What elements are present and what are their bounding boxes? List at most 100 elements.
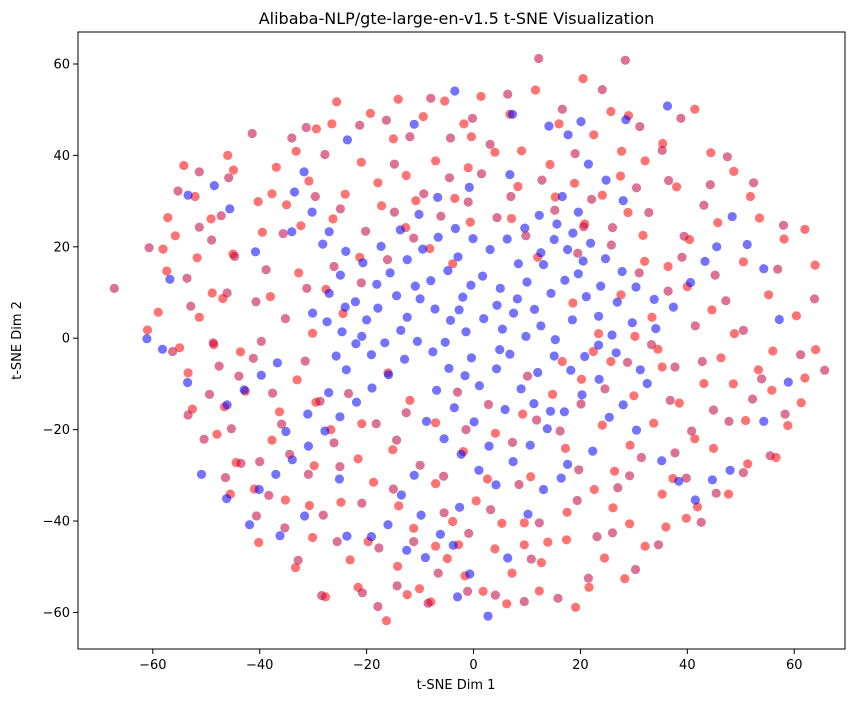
data-point (757, 374, 767, 384)
x-axis: −60 −40 −20 0 20 40 60 (139, 649, 802, 673)
data-point (299, 167, 309, 177)
data-point (491, 364, 502, 374)
data-point (264, 490, 274, 500)
data-point (658, 138, 668, 149)
data-point (478, 271, 488, 281)
data-point (506, 191, 516, 202)
data-point (592, 532, 602, 542)
data-point (707, 305, 717, 315)
data-point (620, 574, 630, 584)
data-point (783, 377, 793, 387)
data-point (681, 473, 691, 483)
data-point (545, 406, 556, 416)
data-point (453, 252, 463, 262)
data-point (340, 302, 350, 312)
data-point (433, 568, 443, 578)
data-point (615, 171, 626, 181)
data-point (292, 375, 302, 385)
data-point (525, 440, 535, 450)
data-point (747, 394, 758, 404)
data-point (557, 356, 567, 367)
data-point (492, 300, 502, 310)
y-tick-label: 0 (62, 332, 70, 347)
data-point (522, 277, 532, 287)
data-point (168, 346, 178, 357)
data-point (811, 345, 821, 355)
data-point (597, 420, 607, 430)
data-point (512, 294, 523, 304)
data-point (522, 371, 533, 381)
data-point (222, 494, 232, 504)
data-point (534, 586, 544, 596)
data-point (212, 429, 222, 439)
data-point (458, 292, 468, 302)
data-point (495, 283, 505, 293)
data-point (308, 308, 318, 318)
data-point (657, 456, 667, 466)
data-point (182, 273, 192, 283)
data-point (534, 518, 544, 528)
data-point (505, 349, 515, 359)
data-point (471, 496, 481, 506)
y-tick-label: −20 (43, 423, 70, 438)
data-point (303, 469, 313, 479)
data-point (500, 404, 510, 415)
data-point (573, 248, 583, 258)
data-point (318, 239, 328, 249)
data-point (433, 232, 443, 242)
data-point (409, 537, 419, 547)
data-point (337, 327, 347, 337)
data-point (557, 191, 567, 202)
data-point (474, 465, 484, 475)
data-point (418, 112, 428, 122)
data-point (302, 283, 312, 293)
data-point (635, 365, 645, 375)
data-point (601, 175, 611, 185)
data-point (383, 370, 394, 380)
data-point (257, 227, 267, 237)
data-point (369, 477, 379, 487)
data-point (452, 387, 463, 397)
data-point (293, 555, 303, 565)
data-point (365, 108, 375, 118)
data-point (543, 537, 553, 547)
data-point (569, 178, 580, 188)
data-point (289, 187, 300, 197)
data-point (618, 400, 628, 410)
data-point (617, 266, 627, 277)
data-point (490, 544, 500, 554)
data-point (317, 590, 327, 601)
data-point (606, 106, 616, 117)
data-point (393, 94, 403, 104)
data-point (251, 297, 261, 307)
data-point (625, 519, 635, 529)
data-point (549, 234, 559, 245)
data-point (328, 214, 338, 224)
data-point (450, 86, 460, 96)
data-point (336, 497, 346, 507)
data-point (389, 207, 399, 217)
data-point (796, 398, 806, 408)
data-point (345, 555, 355, 565)
data-point (392, 435, 402, 445)
data-point (382, 255, 393, 265)
y-axis: −60 −40 −20 0 20 40 60 (43, 57, 78, 621)
data-point (324, 388, 334, 398)
data-point (608, 503, 618, 513)
data-point (692, 502, 703, 512)
data-point (536, 248, 546, 258)
data-point (332, 97, 342, 107)
data-point (351, 397, 362, 407)
x-tick-label: −60 (139, 658, 166, 673)
data-point (711, 488, 721, 498)
data-point (653, 540, 664, 550)
data-point (568, 298, 578, 308)
data-point (310, 191, 320, 202)
data-point (402, 590, 412, 600)
data-point (497, 518, 507, 528)
chart-title: Alibaba-NLP/gte-large-en-v1.5 t-SNE Visu… (259, 9, 655, 28)
data-point (444, 363, 454, 373)
data-point (256, 336, 266, 346)
data-point (207, 288, 217, 298)
data-point (324, 288, 334, 298)
